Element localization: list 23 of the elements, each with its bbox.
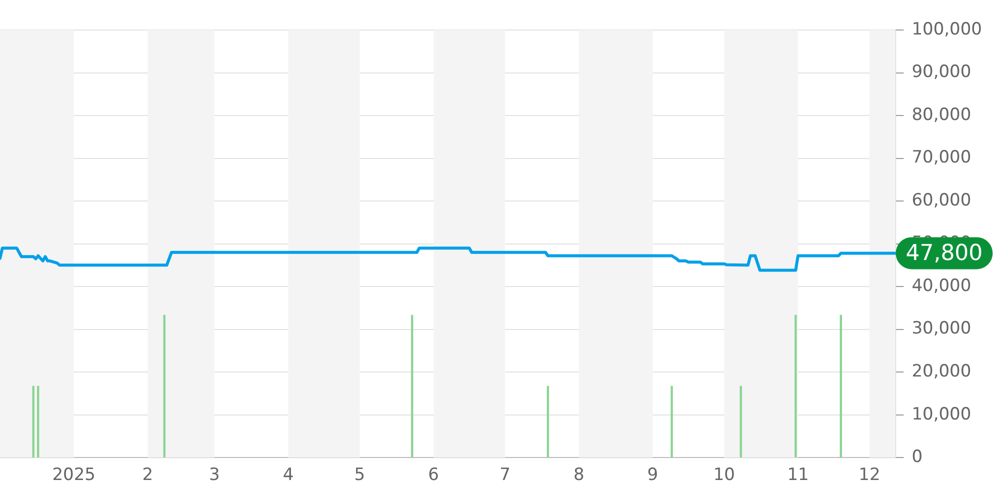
x-tick-label: 7 (500, 465, 510, 486)
x-tick-label: 4 (282, 465, 294, 486)
x-tick-label: 8 (573, 465, 584, 486)
y-tick-label: 20,000 (912, 362, 972, 382)
x-tick-label: 10 (713, 465, 736, 486)
y-tick-label: 60,000 (912, 190, 972, 210)
x-tick-label: 9 (647, 465, 658, 486)
x-tick-label: 2 (142, 465, 154, 486)
y-tick-label: 70,000 (912, 148, 972, 168)
x-tick-label: 2025 (52, 465, 96, 486)
y-tick-label: 40,000 (912, 276, 972, 296)
y-tick-label: 90,000 (912, 62, 972, 82)
x-tick-label: 12 (858, 465, 880, 486)
y-tick-label: 30,000 (912, 318, 972, 339)
y-tick-label: 80,000 (912, 104, 972, 125)
x-tick-label: 5 (354, 465, 366, 486)
x-tick-label: 3 (208, 465, 220, 486)
annotation: 47,800 (906, 240, 983, 266)
y-tick-label: 0 (912, 447, 923, 468)
x-tick-label: 6 (428, 465, 439, 486)
x-tick-label: 11 (787, 465, 809, 486)
y-tick-label: 10,000 (912, 404, 972, 424)
y-tick-label: 100,000 (912, 19, 982, 40)
